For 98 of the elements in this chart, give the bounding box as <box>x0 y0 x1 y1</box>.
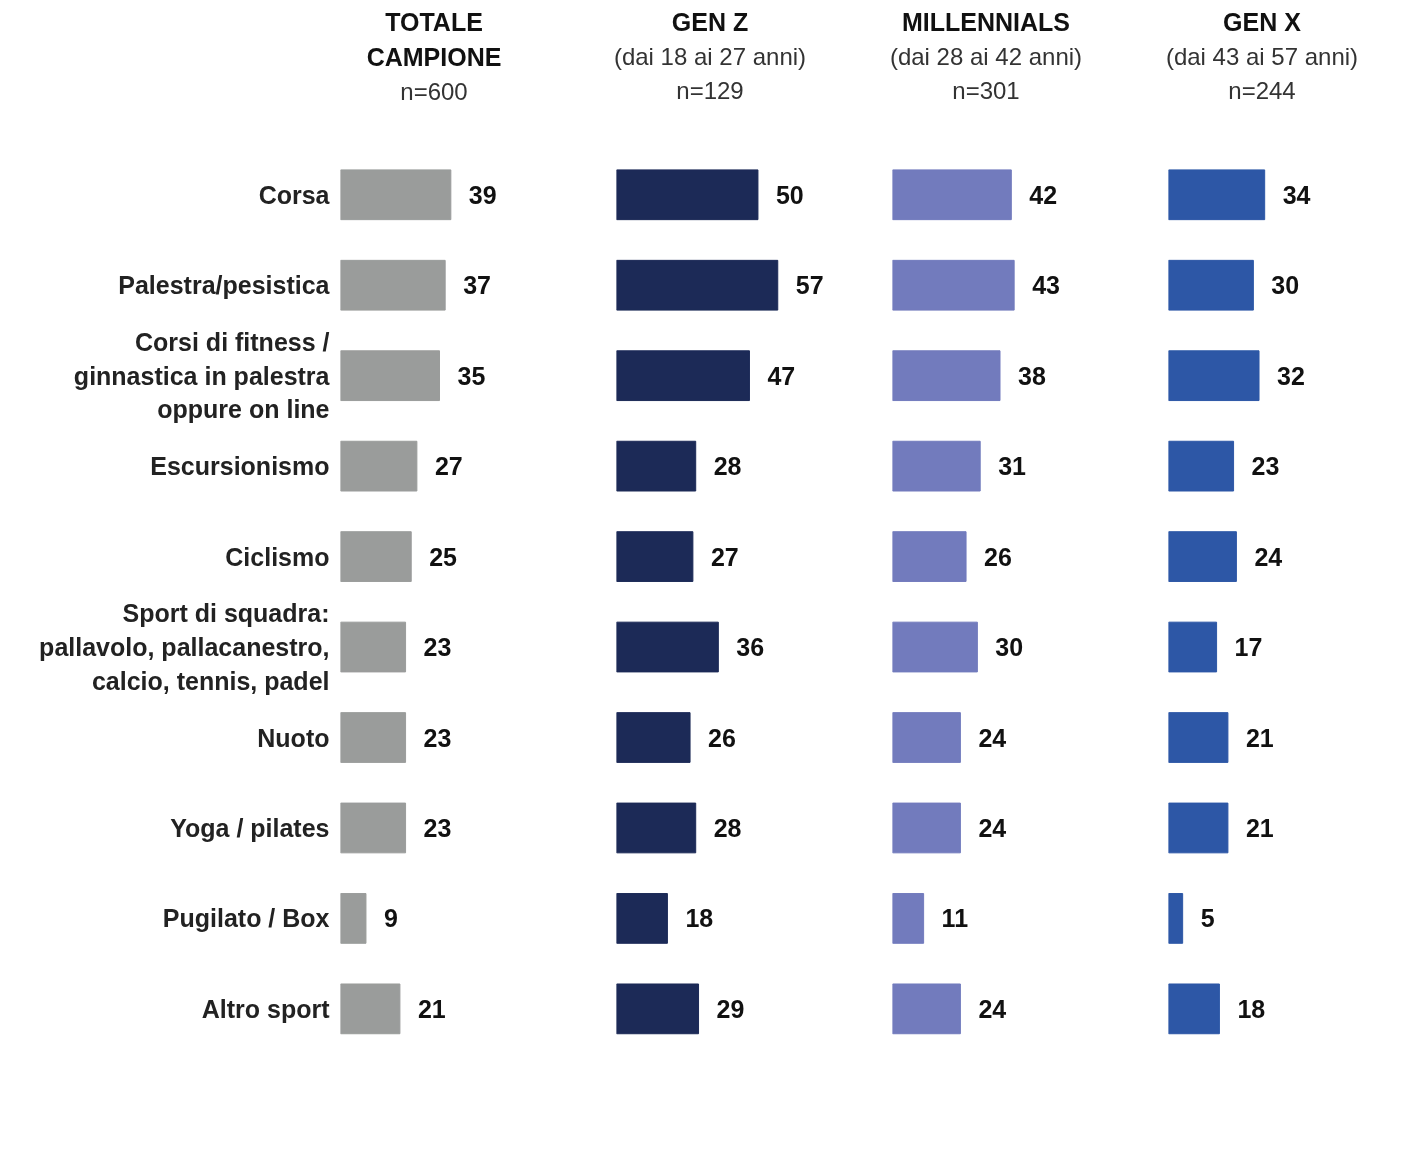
bar <box>616 259 779 311</box>
data-label: 35 <box>457 361 486 390</box>
data-label: 27 <box>434 452 463 481</box>
bar <box>892 712 961 763</box>
bar <box>892 350 1001 402</box>
bar <box>340 621 407 673</box>
data-label: 36 <box>736 633 765 662</box>
data-label: 37 <box>463 271 491 300</box>
data-label: 30 <box>1271 271 1300 300</box>
data-label: 43 <box>1032 271 1060 300</box>
data-label: 17 <box>1234 633 1263 662</box>
bar <box>616 531 694 582</box>
data-label: 31 <box>998 452 1027 481</box>
data-label: 11 <box>941 904 969 933</box>
data-label: 30 <box>995 633 1024 662</box>
y-tick-label: Altro sport <box>201 994 331 1023</box>
data-label: 26 <box>984 542 1012 571</box>
data-label: 24 <box>978 723 1007 752</box>
y-tick-label: Ciclismo <box>225 542 330 571</box>
bar <box>892 621 978 673</box>
data-label: 26 <box>708 723 736 752</box>
data-label: 24 <box>978 813 1007 842</box>
data-label: 32 <box>1277 361 1305 390</box>
bar <box>892 259 1015 311</box>
bar <box>892 802 961 854</box>
chart-subtitle: (dai 28 ai 42 anni) n=301 <box>888 42 1084 106</box>
bar <box>1168 983 1220 1035</box>
data-label: 28 <box>713 813 742 842</box>
data-label: 28 <box>713 452 742 481</box>
bar <box>340 259 446 311</box>
bar <box>892 983 961 1035</box>
data-label: 24 <box>1254 542 1283 571</box>
bar <box>1168 350 1260 402</box>
data-label: 50 <box>775 180 804 209</box>
bar <box>1168 802 1229 854</box>
bar <box>616 893 668 944</box>
data-label: 47 <box>767 361 796 390</box>
data-label: 34 <box>1282 180 1311 209</box>
bar <box>340 169 452 221</box>
bar <box>616 983 700 1035</box>
bar <box>1168 169 1266 221</box>
y-tick-label: Nuoto <box>257 723 330 752</box>
data-label: 38 <box>1018 361 1046 390</box>
chart-title: TOTALE CAMPIONE <box>365 7 503 73</box>
bar <box>340 893 367 944</box>
bar <box>340 531 412 582</box>
chart-title: GEN X <box>1222 7 1302 38</box>
bar <box>340 440 418 492</box>
data-label: 18 <box>1237 994 1266 1023</box>
bar <box>892 531 967 582</box>
bar <box>616 712 691 763</box>
bar <box>616 350 750 402</box>
data-label: 29 <box>716 994 745 1023</box>
data-label: 23 <box>423 813 452 842</box>
bar <box>616 802 697 854</box>
data-label: 23 <box>423 723 452 752</box>
data-label: 21 <box>1245 723 1274 752</box>
data-label: 23 <box>1251 452 1280 481</box>
data-label: 24 <box>978 994 1007 1023</box>
y-tick-label: Corsi di fitness / ginnastica in palestra oppure on line <box>73 328 331 424</box>
y-tick-label: Sport di squadra: pallavolo, pallacanestro, calcio, tennis, padel <box>39 599 330 695</box>
bar <box>1168 440 1235 492</box>
data-label: 27 <box>710 542 739 571</box>
data-label: 42 <box>1029 180 1058 209</box>
chart-title: GEN Z <box>670 7 750 38</box>
bar <box>340 712 407 763</box>
data-label: 5 <box>1200 904 1215 933</box>
bar <box>1168 893 1184 944</box>
chart-subtitle: (dai 43 ai 57 anni) n=244 <box>1164 42 1360 106</box>
bar <box>1168 259 1254 311</box>
bar <box>340 350 441 402</box>
y-tick-label: Escursionismo <box>150 452 330 481</box>
bar <box>892 893 925 944</box>
data-label: 39 <box>468 180 497 209</box>
bar <box>340 802 407 854</box>
chart-subtitle: (dai 18 ai 27 anni) n=129 <box>612 42 808 106</box>
y-tick-label: Palestra/pesistica <box>118 271 331 300</box>
bar <box>1168 531 1237 582</box>
bar <box>616 621 719 673</box>
y-tick-label: Pugilato / Box <box>162 904 330 933</box>
data-label: 9 <box>383 904 398 933</box>
data-label: 57 <box>795 271 824 300</box>
bar <box>1168 712 1229 763</box>
bar <box>892 169 1012 221</box>
bar <box>340 983 401 1035</box>
data-label: 25 <box>429 542 458 571</box>
chart-title: MILLENNIALS <box>900 7 1071 38</box>
data-label: 23 <box>423 633 452 662</box>
data-label: 18 <box>685 904 714 933</box>
y-tick-label: Yoga / pilates <box>170 813 330 842</box>
chart-subtitle: n=600 <box>399 77 469 107</box>
bar <box>892 440 981 492</box>
data-label: 21 <box>1245 813 1274 842</box>
bar <box>1168 621 1218 673</box>
bar <box>616 440 697 492</box>
y-tick-label: Corsa <box>258 180 331 209</box>
data-label: 21 <box>417 994 446 1023</box>
bar <box>616 169 759 221</box>
